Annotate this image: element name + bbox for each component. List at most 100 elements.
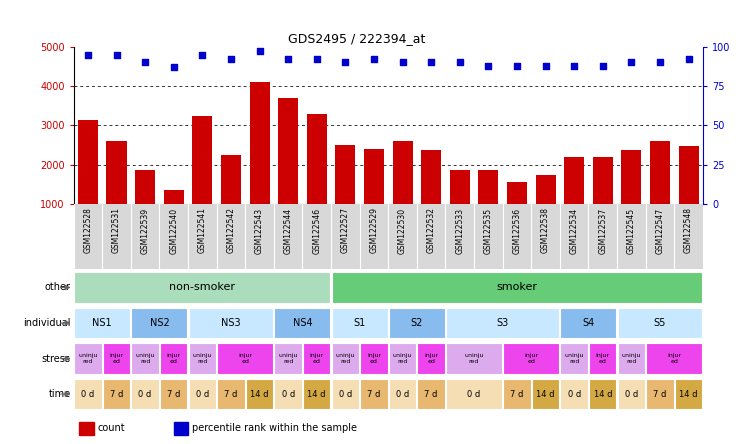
Bar [565,157,584,204]
Bar [332,308,388,338]
Point [568,62,580,69]
Bar [478,170,498,204]
Text: GSM122533: GSM122533 [456,207,464,254]
Bar [618,308,702,338]
Bar [389,343,417,374]
Bar [560,343,588,374]
Text: 14 d: 14 d [537,389,555,399]
Text: GSM122540: GSM122540 [169,207,178,254]
Bar [79,422,93,435]
Bar [417,343,445,374]
Bar [675,379,702,409]
Text: injur
ed: injur ed [238,353,252,364]
Text: GSM122543: GSM122543 [255,207,264,254]
Text: GSM122537: GSM122537 [598,207,607,254]
Bar [246,379,273,409]
Text: 0 d: 0 d [396,389,409,399]
Point [139,59,151,66]
Text: 0 d: 0 d [138,389,152,399]
Bar [103,343,130,374]
Point [225,56,237,63]
Bar [103,379,130,409]
Text: GSM122545: GSM122545 [627,207,636,254]
Point [82,51,93,58]
Bar [188,308,273,338]
Bar [446,308,559,338]
Bar [192,115,212,204]
Text: percentile rank within the sample: percentile rank within the sample [192,424,357,433]
Bar [217,343,273,374]
Text: 7 d: 7 d [224,389,238,399]
Point [397,59,408,66]
Text: injur
ed: injur ed [595,353,610,364]
Text: 0 d: 0 d [339,389,352,399]
Bar [446,379,502,409]
Point [368,56,380,63]
Point [254,48,266,55]
Text: GSM122547: GSM122547 [656,207,665,254]
Text: GSM122538: GSM122538 [541,207,550,254]
Text: S5: S5 [654,318,666,328]
Bar [74,343,102,374]
Bar [446,343,502,374]
Bar [332,343,359,374]
Point [483,62,495,69]
Text: GSM122546: GSM122546 [312,207,321,254]
Bar [332,272,702,303]
Point [197,51,208,58]
Bar [621,150,641,204]
Bar [560,379,588,409]
Text: GSM122529: GSM122529 [369,207,378,254]
Text: GSM122531: GSM122531 [112,207,121,254]
Text: injur
ed: injur ed [424,353,438,364]
Text: NS3: NS3 [221,318,241,328]
Point [626,59,637,66]
Point [425,59,437,66]
Text: injur
ed: injur ed [310,353,324,364]
Bar [78,119,98,204]
Text: 0 d: 0 d [81,389,94,399]
Text: 7 d: 7 d [110,389,123,399]
Text: GSM122528: GSM122528 [83,207,93,254]
Text: 14 d: 14 d [679,389,698,399]
Bar [132,343,159,374]
Text: 14 d: 14 d [308,389,326,399]
Text: uninju
red: uninju red [193,353,212,364]
Bar [503,343,559,374]
Text: count: count [98,424,126,433]
Text: injur
ed: injur ed [166,353,181,364]
Bar [107,141,127,204]
Bar [188,343,216,374]
Bar [275,379,302,409]
Bar [389,379,417,409]
Point [168,63,180,71]
Text: 7 d: 7 d [167,389,180,399]
Text: uninju
red: uninju red [565,353,584,364]
Text: S4: S4 [582,318,595,328]
Text: other: other [44,282,71,293]
Text: GSM122544: GSM122544 [283,207,293,254]
Text: 7 d: 7 d [425,389,438,399]
Bar [221,155,241,204]
Text: NS1: NS1 [93,318,112,328]
Text: non-smoker: non-smoker [169,282,236,293]
Text: GSM122548: GSM122548 [684,207,693,254]
Bar [332,379,359,409]
Bar [303,343,330,374]
Text: injur
ed: injur ed [367,353,381,364]
Text: 14 d: 14 d [593,389,612,399]
Bar [217,379,244,409]
Point [683,56,695,63]
Point [597,62,609,69]
Text: 0 d: 0 d [196,389,209,399]
Bar [618,379,645,409]
Text: injur
ed: injur ed [524,353,538,364]
Text: 7 d: 7 d [654,389,667,399]
Bar [592,157,613,204]
Text: S2: S2 [411,318,423,328]
Bar [360,343,388,374]
Text: NS4: NS4 [293,318,312,328]
Point [539,62,551,69]
Text: uninju
red: uninju red [464,353,484,364]
Bar [174,422,188,435]
